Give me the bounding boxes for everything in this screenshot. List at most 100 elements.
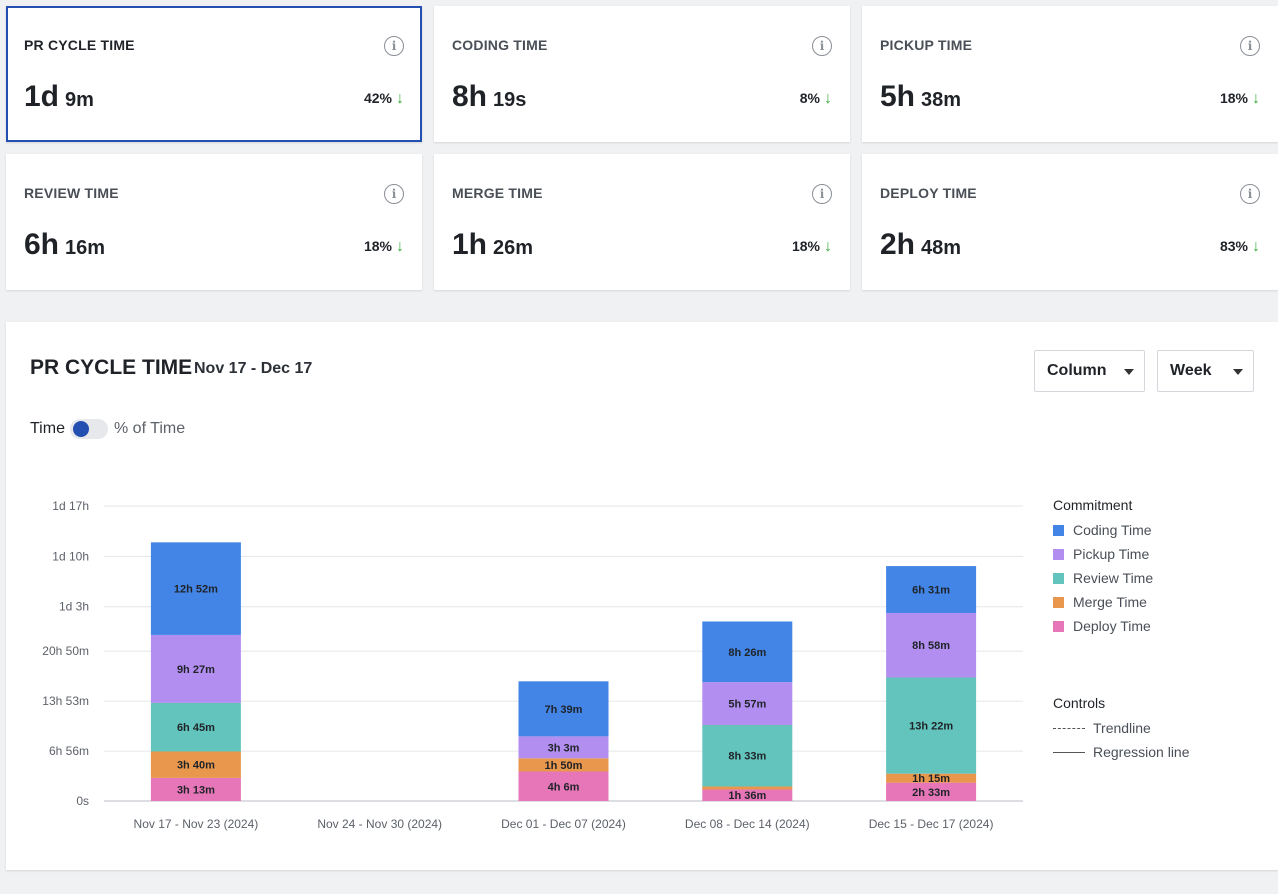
card-change-value: 18% xyxy=(1219,90,1248,106)
legend-heading: Commitment xyxy=(1053,497,1133,513)
bar-segment xyxy=(150,702,241,752)
card-value-main: 6h xyxy=(24,228,60,261)
bar-segment xyxy=(150,777,241,801)
bar-segment xyxy=(702,789,793,801)
bar-segment xyxy=(886,612,977,678)
y-tick-label: 1d 17h xyxy=(52,499,89,513)
card-title: DEPLOY TIME xyxy=(880,185,977,201)
card-change-value: 18% xyxy=(791,238,820,254)
time-mode-toggle[interactable] xyxy=(70,419,108,439)
bar-segment-label: 1h 50m xyxy=(545,760,583,772)
chart-type-select-value: Column xyxy=(1047,362,1107,379)
y-tick-label: 1d 3h xyxy=(59,600,89,614)
legend-label: Coding Time xyxy=(1073,522,1152,538)
card-value-main: 5h xyxy=(880,80,916,113)
date-range: Nov 17 - Dec 17 xyxy=(194,360,313,377)
bar-segment xyxy=(886,782,977,801)
legend-swatch xyxy=(1053,549,1064,560)
bar-segment-label: 1h 15m xyxy=(912,773,950,785)
legend-item-review-time[interactable]: Review Time xyxy=(1053,569,1153,593)
arrow-down-icon: ↓ xyxy=(824,238,832,255)
card-value-main: 8h xyxy=(452,80,488,113)
bar-segment-label: 8h 58m xyxy=(912,640,950,652)
bar-segment xyxy=(886,677,977,774)
bar-segment xyxy=(702,682,793,725)
legend-label: Deploy Time xyxy=(1073,618,1151,634)
legend-label: Pickup Time xyxy=(1073,546,1150,562)
card-value-sub: 16m xyxy=(65,237,106,259)
y-tick-label: 0s xyxy=(76,794,89,808)
controls-legend: Controls Trendline Regression line xyxy=(1053,695,1190,767)
caret-down-icon xyxy=(1124,369,1134,375)
info-icon[interactable]: i xyxy=(812,184,832,204)
x-tick-label: Dec 15 - Dec 17 (2024) xyxy=(869,817,994,831)
control-trendline[interactable]: Trendline xyxy=(1053,719,1151,743)
card-change: 18% ↓ xyxy=(1220,90,1260,108)
period-select[interactable]: Week xyxy=(1157,350,1254,392)
bar-segment-label: 3h 13m xyxy=(177,784,215,796)
card-value-sub: 26m xyxy=(493,237,534,259)
card-value: 5h 38m xyxy=(880,80,961,114)
info-icon[interactable]: i xyxy=(1240,184,1260,204)
card-value-sub: 38m xyxy=(921,89,962,111)
card-change-value: 8% xyxy=(799,90,820,106)
card-value-main: 1d xyxy=(24,80,60,113)
stacked-column-chart: 0s 6h 56m 13h 53m 20h 50m 1d 3h 1d 10h 1d 17h 3… xyxy=(42,499,1023,831)
card-deploy-time[interactable]: DEPLOY TIME i 2h 48m 83% ↓ xyxy=(862,154,1278,290)
x-tick-label: Dec 01 - Dec 07 (2024) xyxy=(501,817,626,831)
legend: Commitment Coding Time Pickup Time Revie… xyxy=(1053,497,1153,641)
solid-line-icon xyxy=(1053,752,1085,753)
info-icon[interactable]: i xyxy=(812,36,832,56)
card-change-value: 18% xyxy=(363,238,392,254)
bar-segment-label: 1h 36m xyxy=(728,790,766,802)
card-value: 6h 16m xyxy=(24,228,105,262)
bar-segment xyxy=(518,771,609,801)
card-value: 1h 26m xyxy=(452,228,533,262)
bar-segment-label: 9h 27m xyxy=(177,664,215,676)
info-icon[interactable]: i xyxy=(384,184,404,204)
card-title: REVIEW TIME xyxy=(24,185,119,201)
y-tick-label: 6h 56m xyxy=(49,744,89,758)
card-pickup-time[interactable]: PICKUP TIME i 5h 38m 18% ↓ xyxy=(862,6,1278,142)
bar-segment-label: 6h 45m xyxy=(177,722,215,734)
info-icon[interactable]: i xyxy=(1240,36,1260,56)
bar-segment xyxy=(518,736,609,759)
bar-segment-label: 5h 57m xyxy=(728,699,766,711)
legend-swatch xyxy=(1053,525,1064,536)
bar-segment xyxy=(150,634,241,703)
card-title: MERGE TIME xyxy=(452,185,543,201)
bar-segment-label: 3h 40m xyxy=(177,760,215,772)
card-change: 42% ↓ xyxy=(364,90,404,108)
card-title: PICKUP TIME xyxy=(880,37,973,53)
legend-label: Merge Time xyxy=(1073,594,1147,610)
legend-swatch xyxy=(1053,621,1064,632)
legend-swatch xyxy=(1053,573,1064,584)
control-regression-line[interactable]: Regression line xyxy=(1053,743,1190,767)
bar-segment xyxy=(702,724,793,787)
arrow-down-icon: ↓ xyxy=(1252,90,1260,107)
legend-item-coding-time[interactable]: Coding Time xyxy=(1053,521,1152,545)
card-review-time[interactable]: REVIEW TIME i 6h 16m 18% ↓ xyxy=(6,154,422,290)
bar-segment xyxy=(886,566,977,613)
info-icon[interactable]: i xyxy=(384,36,404,56)
card-title: CODING TIME xyxy=(452,37,548,53)
card-value-main: 2h xyxy=(880,228,916,261)
legend-item-merge-time[interactable]: Merge Time xyxy=(1053,593,1147,617)
bar-segment-label: 7h 39m xyxy=(545,704,583,716)
card-value: 2h 48m xyxy=(880,228,961,262)
y-tick-label: 20h 50m xyxy=(42,644,89,658)
chart-type-select[interactable]: Column xyxy=(1034,350,1145,392)
toggle-knob xyxy=(73,421,89,437)
legend-item-deploy-time[interactable]: Deploy Time xyxy=(1053,617,1151,641)
card-pr-cycle-time[interactable]: PR CYCLE TIME i 1d 9m 42% ↓ xyxy=(6,6,422,142)
bar-segment-label: 2h 33m xyxy=(912,787,950,799)
toggle-label-percent: % of Time xyxy=(114,420,186,437)
card-change-value: 42% xyxy=(363,90,392,106)
card-merge-time[interactable]: MERGE TIME i 1h 26m 18% ↓ xyxy=(434,154,850,290)
card-coding-time[interactable]: CODING TIME i 8h 19s 8% ↓ xyxy=(434,6,850,142)
card-value: 1d 9m xyxy=(24,80,94,114)
bar-segment-label: 8h 26m xyxy=(728,647,766,659)
control-label: Regression line xyxy=(1093,744,1190,760)
card-change: 83% ↓ xyxy=(1220,238,1260,256)
legend-item-pickup-time[interactable]: Pickup Time xyxy=(1053,545,1149,569)
